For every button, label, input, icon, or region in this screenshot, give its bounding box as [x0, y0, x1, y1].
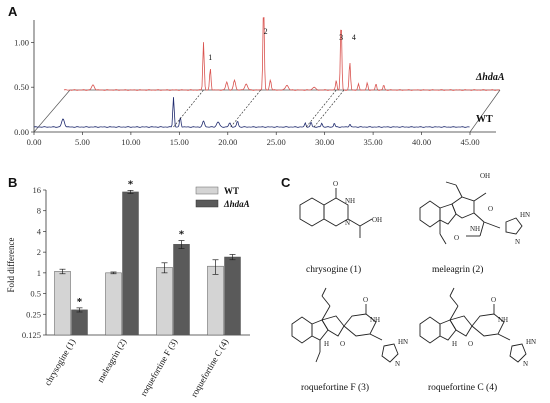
series-label-dhdaA: ΔhdaA: [475, 72, 505, 83]
bar-category-label: chrysogine (1): [42, 337, 77, 387]
panel-label-b: B: [8, 175, 17, 190]
peak-connector: [230, 89, 261, 128]
bar: [224, 256, 241, 336]
significance-marker: *: [128, 178, 134, 190]
atom-hn-meleagrin: HN: [520, 211, 530, 219]
atom-o1-roqc: O: [491, 296, 496, 304]
y-tick-label: 0.50: [14, 82, 29, 92]
atom-nh-roqf: NH: [370, 316, 380, 324]
x-tick-label: 15.00: [170, 137, 189, 147]
x-tick-label: 35.00: [364, 137, 383, 147]
x-tick-label: 45.00: [460, 137, 479, 147]
atom-hn-roqf: HN: [398, 338, 408, 346]
bar-y-tick-label: 0.5: [30, 289, 41, 299]
significance-marker: *: [179, 229, 185, 241]
bar-y-tick-label: 0.125: [22, 330, 41, 340]
bar-category-label: meleagrin (2): [95, 337, 128, 384]
atom-h-roqc: H: [452, 340, 457, 348]
offset-right-edge: [469, 89, 501, 133]
atom-n-roqf: N: [395, 360, 400, 368]
legend-label-wt: WT: [224, 186, 239, 196]
significance-marker: *: [77, 296, 83, 308]
structure-meleagrin: OH O O NH N HN: [419, 172, 530, 246]
bar-y-tick-label: 1: [37, 268, 41, 278]
bar-category-label: roquefortine F (3): [138, 337, 179, 398]
atom-hn-roqc: HN: [526, 338, 536, 346]
bar-chart: Fold difference 0.125 0.25 0.5 1 2 4 8 16 * chry…: [6, 178, 250, 399]
x-tick-label: 30.00: [315, 137, 334, 147]
y-tick-label: 1.00: [14, 37, 29, 47]
bar: [122, 191, 139, 336]
atom-o-chrysogine: O: [333, 180, 338, 188]
panel-label-a: A: [8, 4, 18, 19]
atom-o1-roqf: O: [363, 296, 368, 304]
peak-connector: [173, 89, 204, 128]
series-line-wt: [33, 97, 470, 128]
structure-chrysogine: O OH NH N: [299, 180, 382, 238]
bar: [207, 265, 224, 336]
bar-y-tick-label: 16: [33, 185, 42, 195]
chemical-structures: O OH NH N chrysogine (1) OH O O NH N: [291, 172, 536, 393]
bar-y-tick-label: 2: [37, 247, 41, 257]
peak-label: 4: [352, 33, 356, 42]
bar-category-label: roquefortine C (4): [189, 337, 230, 399]
x-tick-label: 20.00: [218, 137, 237, 147]
bar: [105, 272, 122, 336]
atom-o2-roqc: O: [468, 340, 473, 348]
atom-nh-roqc: NH: [498, 316, 508, 324]
bar-y-axis-label: Fold difference: [6, 237, 16, 292]
legend-swatch-dhdaA: [195, 199, 219, 208]
offset-left-edge: [33, 89, 71, 133]
atom-nh-meleagrin: NH: [470, 225, 480, 233]
chromatogram-plot: 0.00 5.00 10.00 15.00 20.00 25.00 30.00 35.00 40…: [14, 17, 505, 147]
atom-n-roqc: N: [523, 360, 528, 368]
peak-label: 2: [264, 27, 268, 36]
caption-meleagrin: meleagrin (2): [432, 264, 483, 275]
atom-n-meleagrin: N: [515, 238, 520, 246]
peak-label: 3: [339, 33, 343, 42]
legend-swatch-wt: [195, 186, 219, 195]
bar-y-tick-label: 8: [37, 206, 41, 216]
peak-connector: [306, 89, 337, 128]
atom-oh-meleagrin: OH: [480, 172, 490, 180]
bar-y-tick-label: 4: [37, 226, 42, 236]
caption-roquefortine-c: roquefortine C (4): [428, 382, 497, 393]
bar-y-tick-label: 0.25: [26, 309, 41, 319]
atom-nh-chrysogine: NH: [345, 197, 355, 205]
x-tick-label: 10.00: [121, 137, 140, 147]
atom-n-chrysogine: N: [345, 219, 350, 227]
structure-roquefortine-f: O NH O H N HN: [291, 287, 408, 368]
bar: [156, 267, 173, 336]
bar: [173, 244, 190, 336]
peak-label: 1: [208, 53, 212, 62]
x-tick-label: 5.00: [75, 137, 90, 147]
legend-label-dhdaA: ΔhdaA: [223, 199, 250, 209]
series-label-wt: WT: [476, 114, 493, 125]
atom-h-roqf: H: [324, 340, 329, 348]
bar: [71, 309, 88, 336]
x-tick-label: 0.00: [27, 137, 42, 147]
atom-o2-roqf: O: [340, 340, 345, 348]
structure-roquefortine-c: O NH O H N HN: [419, 287, 536, 368]
bar: [54, 271, 71, 336]
series-line-dhdaA: [63, 17, 500, 91]
atom-oh-chrysogine: OH: [372, 216, 382, 224]
atom-o1-meleagrin: O: [488, 205, 493, 213]
y-tick-label: 0.00: [14, 127, 29, 137]
caption-chrysogine: chrysogine (1): [306, 264, 361, 275]
x-tick-label: 40.00: [412, 137, 431, 147]
caption-roquefortine-f: roquefortine F (3): [301, 382, 369, 393]
peak-connector: [313, 89, 345, 128]
atom-o2-meleagrin: O: [454, 234, 459, 242]
panel-label-c: C: [281, 175, 291, 190]
x-tick-label: 25.00: [267, 137, 286, 147]
